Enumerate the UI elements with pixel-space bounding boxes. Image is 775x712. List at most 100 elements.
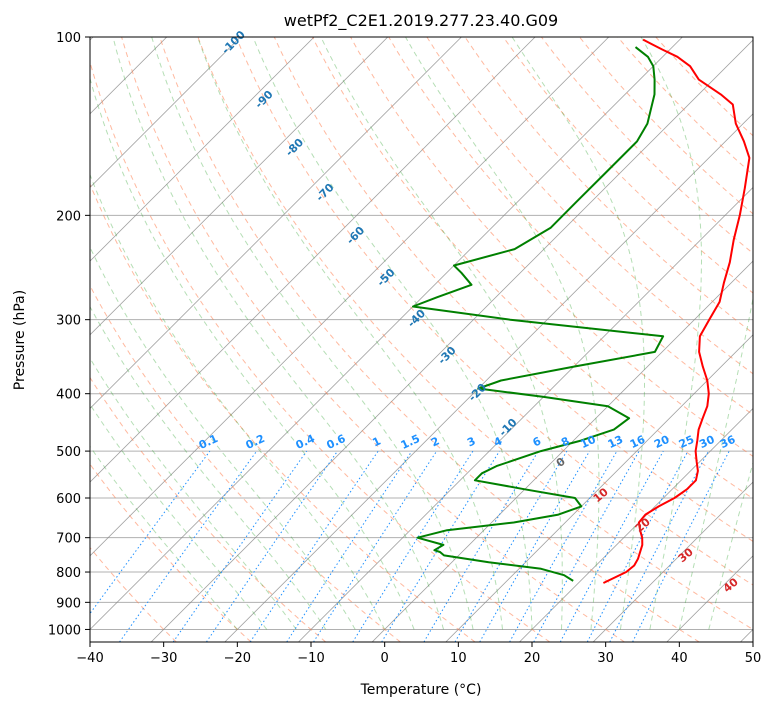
mixing-ratio-label: 13 (606, 433, 625, 451)
dry-adiabat-line (236, 37, 775, 642)
isotherm-line (225, 37, 775, 642)
x-tick-label: −30 (150, 651, 177, 666)
moist-adiabat-line (679, 37, 773, 629)
dry-adiabat-line (503, 37, 775, 642)
dry-adiabat-line (7, 37, 400, 642)
skewed-isotherm-label: -60 (344, 224, 367, 247)
mixing-ratio-label: 16 (628, 433, 648, 451)
isotherm-line (77, 37, 682, 642)
y-tick-label: 200 (56, 209, 81, 224)
mixing-ratio-line (534, 451, 639, 642)
dry-adiabat-line (465, 37, 775, 642)
mixing-ratio-label: 0.4 (294, 432, 317, 452)
series-layer (413, 40, 749, 583)
moist-adiabat-line (80, 37, 414, 629)
dry-adiabat-label: 40 (721, 575, 741, 595)
moist-adiabat-line (113, 37, 444, 629)
x-tick-label: 20 (524, 651, 541, 666)
x-axis-label: Temperature (°C) (360, 682, 482, 698)
x-tick-label: 10 (450, 651, 467, 666)
mixing-ratio-line (510, 451, 617, 642)
mixing-ratio-line (560, 451, 663, 642)
skewed-isotherm-label: -40 (405, 307, 428, 330)
mixing-ratio-label: 20 (652, 433, 672, 451)
moist-adiabat-line (34, 84, 355, 630)
moist-adiabat-line (709, 37, 775, 629)
skewed-isotherm-label: -70 (313, 181, 336, 204)
x-tick-label: −10 (297, 651, 324, 666)
isotherm-line (740, 37, 775, 642)
dry-adiabat-line (0, 37, 251, 642)
isotherm-line (0, 37, 388, 642)
mixing-ratio-label: 3 (465, 434, 477, 449)
y-tick-label: 700 (56, 532, 81, 547)
mixing-ratio-label: 6 (531, 434, 544, 449)
y-tick-label: 600 (56, 492, 81, 507)
x-tick-label: −20 (224, 651, 251, 666)
mixing-ratio-line (353, 451, 473, 642)
x-tick-label: 40 (671, 651, 688, 666)
temperature-profile-line (603, 40, 749, 583)
y-tick-label: 100 (56, 31, 81, 46)
dry-adiabat-line (0, 37, 326, 642)
background-grid (0, 37, 775, 642)
skewed-isotherm-label: -10 (496, 416, 519, 439)
mixing-ratio-line (587, 451, 688, 642)
moist-adiabat-line (321, 37, 562, 629)
moist-adiabat-line (641, 37, 701, 629)
dry-adiabat-line (84, 37, 550, 642)
dry-adiabat-line (351, 37, 775, 642)
skewed-isotherm-label: -30 (435, 344, 458, 367)
mixing-ratio-line (314, 451, 437, 642)
dry-adiabat-line (45, 37, 475, 642)
skewed-isotherm-label: -20 (466, 381, 489, 404)
dry-adiabat-label: 20 (633, 515, 653, 535)
skewed-isotherm-label: -90 (252, 88, 275, 111)
moist-adiabat-line (198, 37, 503, 629)
x-tick-label: −40 (76, 651, 103, 666)
isotherm-line (0, 37, 461, 642)
dry-adiabat-line (312, 37, 775, 642)
moist-adiabat-line (406, 37, 600, 629)
dewpoint-profile-line (413, 47, 663, 581)
y-tick-label: 400 (56, 388, 81, 403)
dry-adiabat-line (541, 37, 775, 642)
mixing-ratio-line (287, 451, 412, 642)
chart-title: wetPf2_C2E1.2019.277.23.40.G09 (284, 11, 558, 31)
mixing-ratio-label: 25 (677, 433, 696, 451)
x-tick-label: 0 (381, 651, 389, 666)
mixing-ratio-label: 8 (559, 434, 571, 449)
y-tick-label: 900 (56, 596, 81, 611)
isotherm-line (0, 37, 314, 642)
y-tick-label: 500 (56, 445, 81, 460)
y-tick-label: 300 (56, 314, 81, 329)
plot-frame (90, 37, 753, 642)
dry-adiabat-label: 0 (554, 455, 568, 470)
mixing-ratio-label: 0.1 (197, 432, 220, 452)
isotherm-line (372, 37, 775, 642)
y-tick-label: 800 (56, 566, 81, 581)
x-tick-label: 30 (597, 651, 614, 666)
dry-adiabat-line (122, 37, 625, 642)
skewed-isotherm-label: -100 (219, 28, 248, 57)
y-axis-label: Pressure (hPa) (12, 290, 28, 390)
mixing-ratio-line (455, 451, 567, 642)
isotherm-line (151, 37, 756, 642)
mixing-ratio-label: 30 (697, 433, 717, 451)
mixing-ratio-label: 1 (370, 434, 382, 449)
mixing-ratio-label: 1.5 (399, 432, 422, 452)
moist-adiabat-line (0, 166, 237, 630)
dry-adiabat-line (656, 37, 775, 642)
y-tick-label: 1000 (48, 623, 81, 638)
mixing-ratio-line (250, 451, 378, 642)
x-tick-label: 50 (745, 651, 762, 666)
dry-adiabat-label: 10 (591, 485, 611, 505)
isotherm-line (4, 37, 609, 642)
mixing-ratio-label: 36 (718, 433, 738, 451)
isotherm-line (0, 37, 535, 642)
moist-adiabat-line (0, 150, 267, 630)
